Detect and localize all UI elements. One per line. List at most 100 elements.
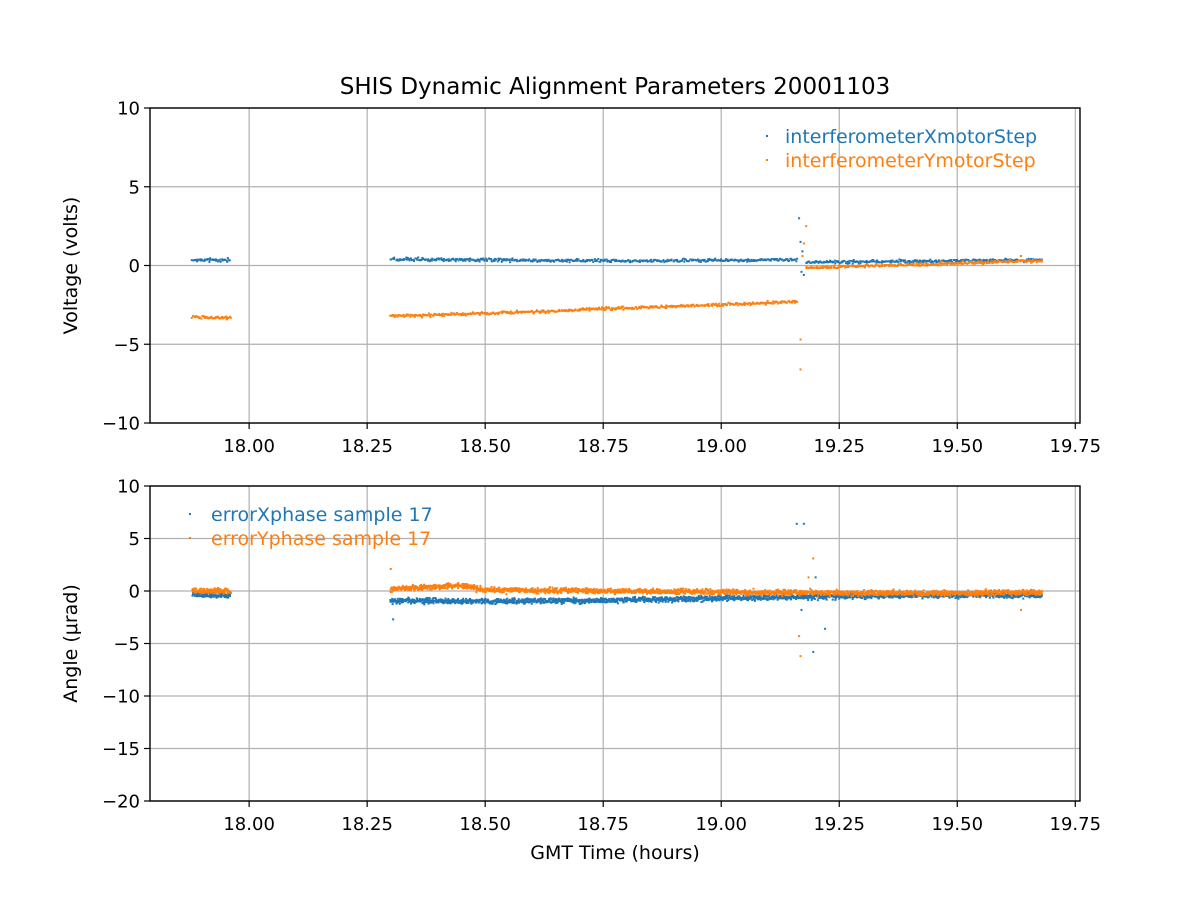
data-point — [638, 598, 641, 601]
data-point — [684, 598, 687, 601]
data-point — [511, 600, 514, 603]
data-point — [532, 600, 535, 603]
data-point — [446, 602, 449, 605]
data-point — [848, 265, 851, 268]
data-point — [630, 598, 633, 601]
data-point — [726, 258, 729, 261]
data-point — [958, 260, 961, 263]
data-point — [513, 258, 516, 261]
data-point — [529, 599, 532, 602]
data-point — [435, 259, 438, 262]
data-point — [990, 260, 993, 263]
data-point — [641, 589, 644, 592]
data-point — [455, 312, 458, 315]
data-point — [956, 258, 959, 261]
data-point — [900, 259, 903, 262]
data-point — [470, 313, 473, 316]
data-point — [891, 264, 894, 267]
data-point — [685, 597, 688, 600]
data-point — [552, 310, 555, 313]
data-point — [698, 260, 701, 263]
data-point — [913, 260, 916, 263]
data-point — [1039, 259, 1042, 262]
data-point — [598, 591, 601, 594]
data-point — [936, 261, 939, 264]
data-point — [601, 599, 604, 602]
data-point — [524, 591, 527, 594]
data-point — [1035, 259, 1038, 262]
data-point — [852, 596, 855, 599]
data-point — [639, 599, 642, 602]
data-point — [416, 599, 419, 602]
data-point — [703, 304, 706, 307]
data-point — [1001, 260, 1004, 263]
data-point — [590, 600, 593, 603]
data-point — [479, 586, 482, 589]
data-point — [651, 597, 654, 600]
data-point — [860, 264, 863, 267]
data-point — [725, 595, 728, 598]
data-point — [1027, 259, 1030, 262]
data-point — [564, 590, 567, 593]
data-point — [790, 257, 793, 260]
data-point — [530, 309, 533, 312]
data-point — [1007, 260, 1010, 263]
data-point — [718, 302, 721, 305]
data-point — [476, 585, 479, 588]
data-point — [413, 315, 416, 318]
data-point — [602, 590, 605, 593]
data-point — [409, 602, 412, 605]
data-point — [838, 262, 841, 265]
data-point — [913, 264, 916, 267]
data-point — [641, 595, 644, 598]
data-point — [453, 599, 456, 602]
data-point — [735, 597, 738, 600]
data-point — [476, 588, 479, 591]
data-point — [586, 588, 589, 591]
data-point — [868, 265, 871, 268]
data-point — [673, 259, 676, 262]
data-point — [430, 313, 433, 316]
data-point — [519, 258, 522, 261]
data-point — [943, 262, 946, 265]
data-point — [666, 591, 669, 594]
data-point — [865, 264, 868, 267]
data-point — [818, 594, 821, 597]
data-point — [585, 587, 588, 590]
data-point — [586, 592, 589, 595]
data-point — [897, 594, 900, 597]
data-point — [213, 593, 216, 596]
data-point — [724, 590, 727, 593]
data-point — [567, 258, 570, 261]
data-point — [431, 584, 434, 587]
data-point — [526, 601, 529, 604]
data-point — [606, 260, 609, 263]
data-point — [666, 259, 669, 262]
data-point — [648, 591, 651, 594]
data-point — [584, 600, 587, 603]
data-point — [587, 588, 590, 591]
data-point — [830, 265, 833, 268]
data-point — [473, 585, 476, 588]
data-point — [934, 594, 937, 597]
data-point — [1014, 595, 1017, 598]
data-point — [419, 598, 422, 601]
data-point — [748, 592, 751, 595]
data-point — [760, 301, 763, 304]
data-point — [937, 596, 940, 599]
data-point — [396, 315, 399, 318]
data-point — [704, 260, 707, 263]
data-point — [217, 586, 220, 589]
data-point — [717, 592, 720, 595]
data-point — [584, 590, 587, 593]
data-point — [985, 596, 988, 599]
data-point — [592, 307, 595, 310]
data-point — [398, 314, 401, 317]
data-point — [498, 588, 501, 591]
data-point — [400, 601, 403, 604]
data-point — [919, 259, 922, 262]
data-point — [747, 590, 750, 593]
outlier-point — [824, 627, 827, 630]
data-point — [406, 588, 409, 591]
data-point — [877, 264, 880, 267]
